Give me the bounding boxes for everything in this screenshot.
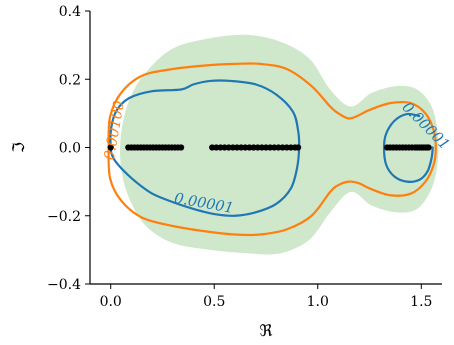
y-axis-label: ℑ bbox=[9, 142, 28, 153]
y-tick-label-2: 0.0 bbox=[59, 141, 81, 157]
x-tick-label-0: 0.0 bbox=[100, 294, 122, 310]
y-ticks: −0.4 −0.2 0.0 0.2 0.4 bbox=[47, 4, 90, 293]
scatter-point-57 bbox=[425, 144, 432, 151]
x-tick-label-2: 1.0 bbox=[307, 294, 329, 310]
y-tick-label-4: 0.4 bbox=[59, 4, 81, 20]
y-tick-label-3: 0.2 bbox=[59, 72, 81, 88]
scatter-points-layer bbox=[107, 144, 432, 151]
scatter-point-40 bbox=[294, 144, 302, 151]
contour-line-1-1 bbox=[382, 112, 434, 183]
x-ticks: 0.0 0.5 1.0 1.5 bbox=[100, 284, 432, 310]
x-tick-label-1: 0.5 bbox=[203, 294, 225, 310]
y-tick-label-1: −0.2 bbox=[47, 209, 81, 225]
x-axis-label: ℜ bbox=[259, 321, 272, 340]
scatter-point-18 bbox=[178, 144, 185, 151]
x-tick-label-3: 1.5 bbox=[410, 294, 432, 310]
contour-line-0-0 bbox=[107, 62, 437, 237]
y-tick-label-0: −0.4 bbox=[47, 277, 81, 293]
scatter-point-0 bbox=[107, 144, 114, 151]
